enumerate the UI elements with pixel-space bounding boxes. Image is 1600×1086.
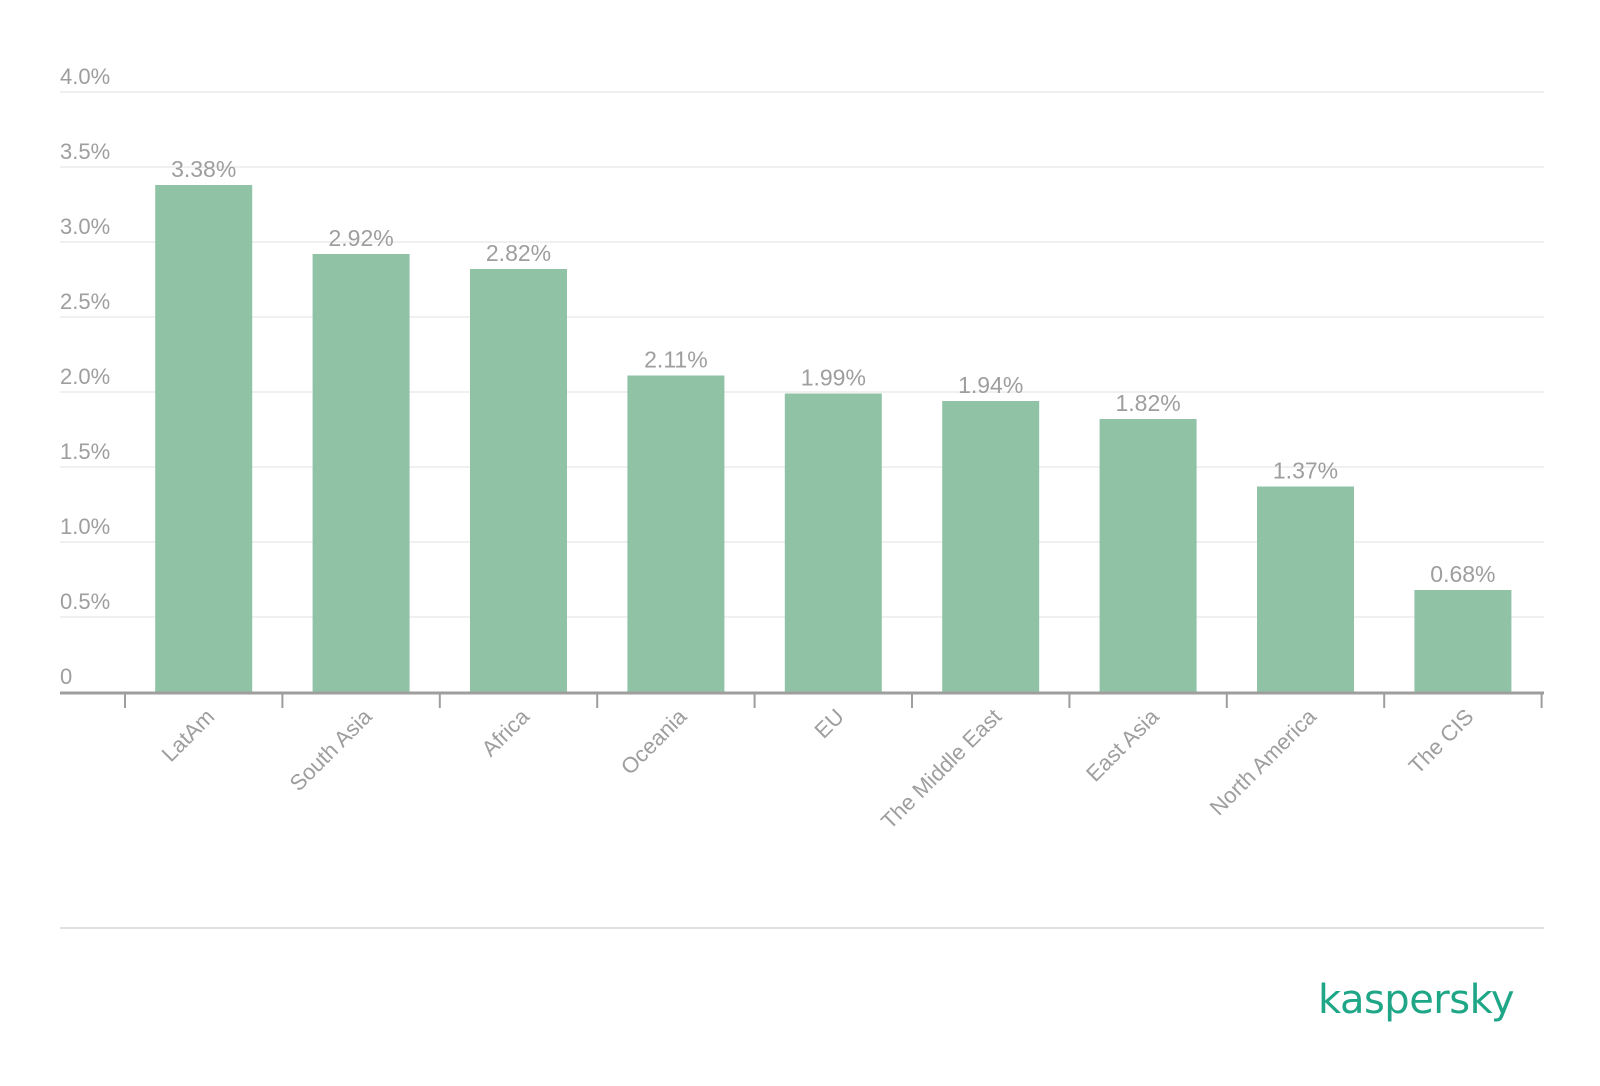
value-label: 2.92% bbox=[328, 225, 393, 251]
bars bbox=[155, 185, 1512, 692]
x-axis bbox=[60, 691, 1544, 708]
y-tick-label: 0.5% bbox=[60, 589, 110, 614]
y-tick-label: 2.0% bbox=[60, 364, 110, 389]
x-tick-labels: LatAm South Asia Africa Oceania EU The Middle… bbox=[157, 703, 1479, 834]
footer-divider bbox=[60, 927, 1544, 929]
value-label: 1.37% bbox=[1273, 458, 1338, 484]
x-tick-label: South Asia bbox=[285, 703, 378, 796]
x-tick-label: North America bbox=[1205, 703, 1322, 820]
bar bbox=[942, 401, 1040, 692]
y-tick-label: 1.0% bbox=[60, 514, 110, 539]
x-tick-label: EU bbox=[810, 704, 849, 743]
x-tick-label: East Asia bbox=[1081, 703, 1164, 786]
x-tick-label: The Middle East bbox=[876, 704, 1006, 834]
y-tick-label: 3.5% bbox=[60, 139, 110, 164]
bar bbox=[1099, 419, 1197, 692]
bar bbox=[627, 375, 725, 692]
x-tick-label: The CIS bbox=[1404, 704, 1479, 779]
x-tick-label: LatAm bbox=[157, 704, 220, 767]
y-tick-label: 0 bbox=[60, 664, 72, 689]
x-tick-label: Oceania bbox=[616, 703, 692, 779]
value-labels: 3.38% 2.92% 2.82% 2.11% 1.99% 1.94% 1.82% 1.37%… bbox=[171, 156, 1495, 587]
bar bbox=[470, 269, 567, 692]
kaspersky-logo: kaspersky bbox=[1317, 977, 1515, 1023]
value-label: 1.99% bbox=[801, 365, 866, 391]
value-label: 2.11% bbox=[644, 347, 708, 373]
bar bbox=[312, 254, 410, 692]
y-tick-labels: 0 0.5% 1.0% 1.5% 2.0% 2.5% 3.0% 3.5% 4.0% bbox=[60, 64, 110, 689]
value-label: 2.82% bbox=[486, 240, 551, 266]
y-tick-label: 2.5% bbox=[60, 289, 110, 314]
value-label: 1.82% bbox=[1115, 390, 1180, 416]
value-label: 3.38% bbox=[171, 156, 236, 182]
bar bbox=[1257, 486, 1354, 692]
x-tick-label: Africa bbox=[477, 703, 535, 761]
bar bbox=[1414, 590, 1512, 692]
y-tick-label: 4.0% bbox=[60, 64, 110, 89]
value-label: 1.94% bbox=[958, 372, 1023, 398]
bar bbox=[784, 393, 882, 692]
value-label: 0.68% bbox=[1430, 561, 1495, 587]
bar bbox=[155, 185, 253, 692]
y-tick-label: 3.0% bbox=[60, 214, 110, 239]
y-tick-label: 1.5% bbox=[60, 439, 110, 464]
